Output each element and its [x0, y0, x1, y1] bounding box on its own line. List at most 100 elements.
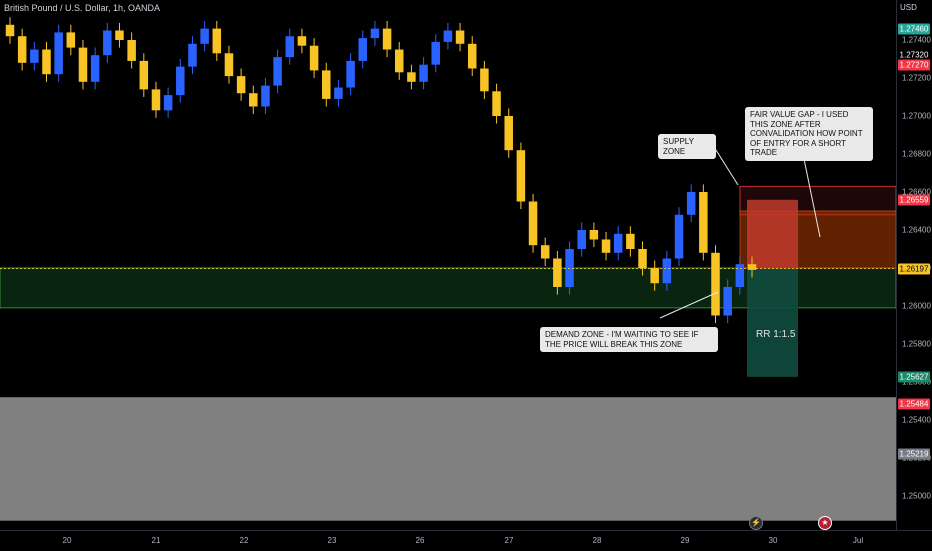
time-tick-label: 29 [680, 536, 690, 545]
symbol-title[interactable]: British Pound / U.S. Dollar, 1h, OANDA [4, 3, 161, 13]
fvg-callout-pointer [802, 153, 821, 238]
price-badge: 1.27320 [898, 49, 930, 61]
supply-zone-callout[interactable]: SUPPLY ZONE [658, 134, 716, 159]
candle-body [115, 30, 124, 40]
currency-label: USD [900, 3, 917, 12]
demand-zone[interactable] [0, 267, 897, 309]
price-badge: 1.26559 [898, 194, 930, 206]
time-tick-label: 23 [327, 536, 337, 545]
candle-body [66, 32, 76, 48]
candle-body [455, 30, 465, 44]
candle-body [151, 89, 161, 111]
candle-body [17, 36, 27, 63]
price-tick-label: 1.25000 [902, 491, 931, 501]
candle-body [200, 28, 209, 44]
candle-body [431, 41, 440, 65]
candle-body [358, 38, 368, 61]
price-tick-label: 1.25800 [902, 339, 931, 349]
price-tick-label: 1.27000 [902, 111, 931, 121]
fvg-callout[interactable]: FAIR VALUE GAP - I USED THIS ZONE AFTER … [745, 107, 873, 161]
candle-body [30, 49, 39, 63]
price-tick-label: 1.26800 [902, 149, 931, 159]
candle-body [443, 30, 453, 42]
candle-body [589, 230, 599, 240]
candle-body [273, 57, 282, 86]
us-flag-event-icon[interactable]: ★ [818, 516, 832, 530]
time-tick-label: 21 [151, 536, 161, 545]
demand-callout-pointer [659, 291, 719, 319]
projection-band[interactable] [0, 397, 896, 521]
candle-body [334, 87, 343, 99]
price-badge: 1.26197 [898, 263, 930, 275]
lightning-event-icon[interactable]: ⚡ [749, 516, 763, 530]
candle-body [322, 70, 331, 99]
candle-body [309, 45, 319, 71]
price-badge: 1.25219 [898, 448, 930, 460]
candle-body [54, 32, 63, 75]
candle-body [297, 36, 307, 46]
time-tick-label: 26 [415, 536, 425, 545]
candle-body [613, 233, 623, 253]
time-tick-label: 22 [239, 536, 249, 545]
candle-body [90, 55, 100, 82]
candle-body [662, 258, 672, 284]
candle-body [638, 249, 647, 268]
rr-label: RR 1:1.5 [756, 329, 796, 340]
candle-body [686, 192, 696, 215]
demand-zone-callout[interactable]: DEMAND ZONE - I'M WAITING TO SEE IF THE … [540, 327, 718, 352]
candle-body [127, 40, 136, 61]
time-tick-label: Jul [852, 536, 864, 545]
candle-body [285, 36, 295, 58]
candle-body [480, 68, 489, 92]
price-badge: 1.25484 [898, 398, 930, 410]
price-tick-label: 1.27200 [902, 73, 931, 83]
candle-body [747, 264, 757, 270]
time-tick-label: 20 [62, 536, 72, 545]
candle-body [212, 28, 222, 54]
candle-body [176, 66, 185, 96]
candle-body [249, 93, 258, 107]
candle-body [626, 233, 635, 249]
candle-body [419, 64, 428, 82]
price-tick-label: 1.26400 [902, 225, 931, 235]
candle-body [711, 252, 720, 316]
candle-body [504, 116, 513, 151]
candle-body [723, 287, 732, 316]
candle-body [601, 239, 611, 253]
candle-body [394, 49, 404, 73]
candle-body [467, 43, 477, 69]
candle-body [407, 72, 416, 82]
candle-body [528, 201, 538, 246]
candle-body [5, 24, 15, 37]
candle-body [78, 47, 88, 82]
price-tick-label: 1.26600 [902, 187, 931, 197]
candle-body [492, 91, 501, 116]
candle-body [540, 245, 550, 259]
price-badge: 1.27270 [898, 59, 930, 71]
candle-body [650, 268, 659, 284]
price-tick-label: 1.27400 [902, 35, 931, 45]
candle-body [370, 28, 380, 39]
candle-body [163, 95, 173, 111]
candle-body [261, 85, 270, 107]
time-tick-label: 28 [592, 536, 602, 545]
candle-body [236, 76, 246, 94]
time-tick-label: 27 [504, 536, 514, 545]
candle-body [42, 49, 51, 75]
short-position-target-area[interactable] [747, 268, 798, 377]
price-badge: 1.25627 [898, 371, 930, 383]
price-tick-label: 1.25400 [902, 415, 931, 425]
candle-body [553, 258, 562, 287]
time-axis[interactable] [0, 530, 932, 551]
candle-body [382, 28, 392, 50]
time-tick-label: 30 [768, 536, 778, 545]
candle-body [674, 214, 684, 259]
short-position-stop-area[interactable] [747, 199, 798, 269]
candle-body [188, 43, 197, 67]
price-badge: 1.27460 [898, 23, 930, 35]
candle-body [577, 230, 586, 249]
candle-body [565, 249, 574, 287]
candle-body [346, 60, 355, 88]
candle-body [139, 60, 149, 90]
